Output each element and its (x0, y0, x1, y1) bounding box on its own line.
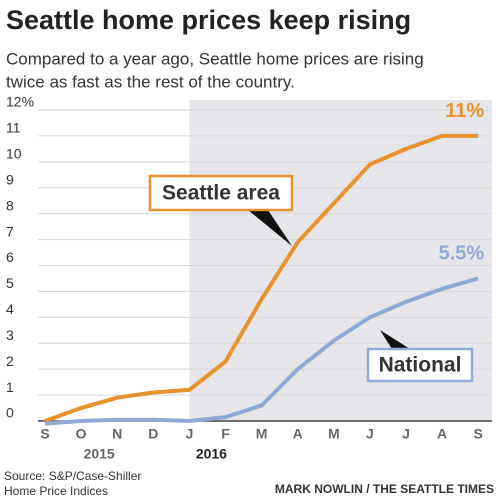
x-tick-label: S (40, 426, 49, 442)
source: Home Price Indices (4, 484, 108, 498)
legend-box (366, 347, 474, 383)
chart-subtitle: twice as fast as the rest of the country… (6, 72, 295, 91)
y-tick-label: 5 (6, 275, 14, 291)
y-tick-label: 9 (6, 171, 14, 187)
y-tick-label: 4 (6, 301, 14, 317)
x-tick-label: M (256, 426, 268, 442)
x-tick-label: J (366, 426, 374, 442)
y-tick-label: 12% (6, 94, 34, 110)
x-tick-label: J (186, 426, 194, 442)
y-tick-label: 10 (6, 146, 22, 162)
y-tick-label: 0 (6, 405, 14, 421)
value-label: 5.5% (439, 243, 485, 265)
x-tick-label: A (293, 426, 303, 442)
callout-pointer (380, 330, 410, 349)
year-label: 2015 (84, 446, 115, 462)
x-tick-label: F (221, 426, 230, 442)
chart-subtitle: Compared to a year ago, Seattle home pri… (6, 49, 424, 68)
y-tick-label: 3 (6, 327, 14, 343)
y-tick-label: 6 (6, 249, 14, 265)
year-label: 2016 (196, 446, 227, 462)
series-line (44, 276, 479, 426)
credit: MARK NOWLIN / THE SEATTLE TIMES (275, 482, 494, 496)
y-tick-label: 1 (6, 379, 14, 395)
x-tick-label: D (148, 426, 158, 442)
callout-pointer (248, 210, 292, 246)
legend-label: National (379, 354, 462, 377)
source: Source: S&P/Case-Shiller (4, 469, 141, 483)
x-tick-label: J (402, 426, 410, 442)
legend-label: Seattle area (162, 182, 280, 205)
legend-box (148, 174, 294, 212)
chart-title: Seattle home prices keep rising (6, 5, 411, 35)
y-tick-label: 11 (6, 120, 21, 136)
x-tick-label: M (328, 426, 340, 442)
y-tick-label: 2 (6, 353, 14, 369)
value-label: 11% (445, 100, 484, 122)
x-tick-label: A (437, 426, 447, 442)
x-tick-label: S (474, 426, 483, 442)
y-tick-label: 8 (6, 197, 14, 213)
y-tick-label: 7 (6, 223, 14, 239)
series-line (44, 133, 479, 423)
x-tick-label: N (112, 426, 122, 442)
x-tick-label: O (76, 426, 87, 442)
